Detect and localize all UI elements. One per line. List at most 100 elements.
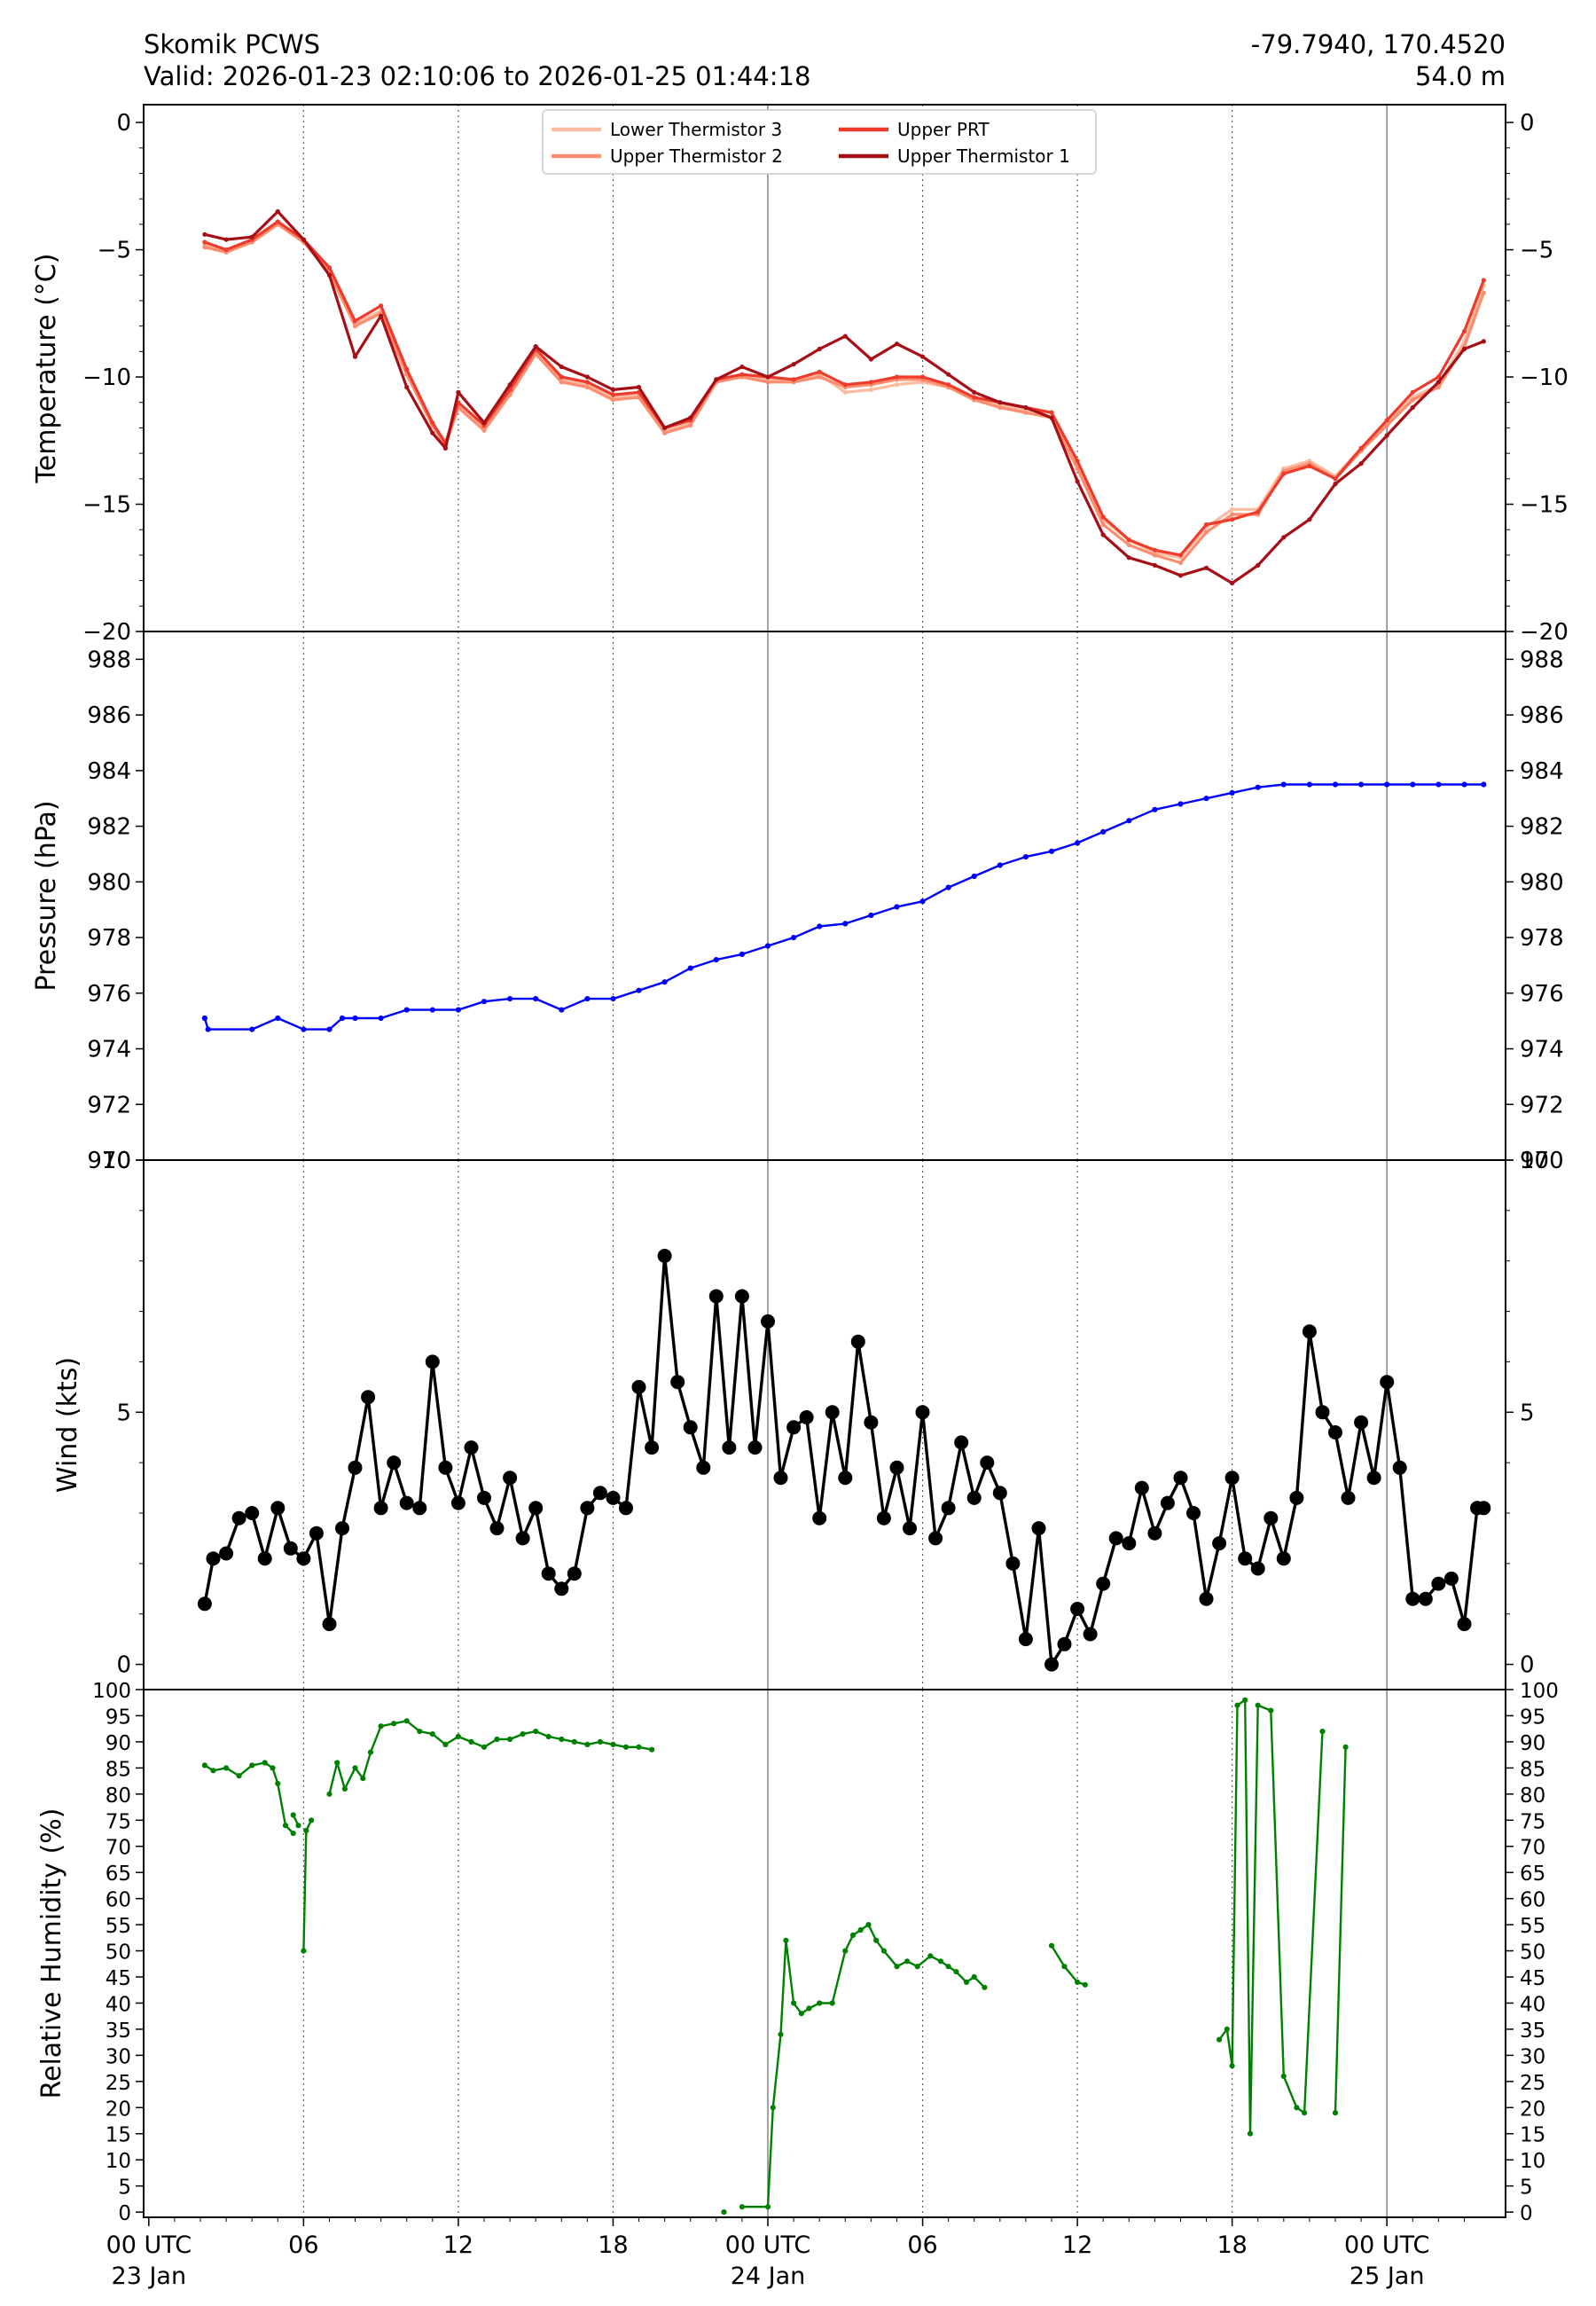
data-point [1238, 1551, 1253, 1566]
data-point [1255, 1702, 1261, 1708]
data-point [290, 1812, 296, 1818]
y-tick-label-right: 35 [1520, 2020, 1545, 2043]
data-point [205, 1026, 211, 1032]
data-point [567, 1566, 582, 1581]
data-point [379, 303, 384, 309]
data-point [963, 1979, 970, 1985]
data-point [1242, 1697, 1248, 1703]
y-tick-label-right: 0 [1520, 2202, 1533, 2225]
data-point [1126, 537, 1131, 543]
y-tick-label: 55 [106, 1915, 131, 1938]
data-point [721, 2209, 727, 2216]
data-point [971, 873, 977, 880]
data-point [894, 374, 900, 380]
y-axis-label: Wind (kts) [52, 1357, 83, 1493]
y-tick-label-right: 90 [1520, 1732, 1545, 1755]
y-tick-label-right: 45 [1520, 1967, 1545, 1990]
data-point [275, 219, 280, 224]
data-point [876, 1510, 891, 1526]
data-point [1061, 1964, 1068, 1970]
data-point [1203, 522, 1209, 528]
y-tick-label: 85 [106, 1758, 131, 1781]
data-point [430, 420, 435, 426]
data-point [1481, 781, 1487, 788]
data-point [507, 996, 513, 1002]
data-point [714, 377, 719, 382]
data-point [764, 943, 771, 949]
y-tick-label-right: −20 [1520, 619, 1569, 646]
data-point [1461, 346, 1467, 352]
data-point [301, 1026, 307, 1032]
data-point [636, 987, 642, 993]
data-point [1031, 1521, 1046, 1536]
data-point [1358, 781, 1365, 788]
data-point [367, 1749, 374, 1755]
data-point [1461, 781, 1467, 788]
data-point [296, 1551, 311, 1566]
y-tick-label: 986 [87, 702, 131, 729]
data-point [1358, 461, 1364, 467]
data-point [812, 1510, 827, 1526]
data-point [282, 1823, 289, 1829]
data-point [688, 423, 693, 428]
data-point [806, 2005, 812, 2012]
data-point [998, 404, 1003, 411]
y-tick-label-right: 5 [1520, 1400, 1535, 1426]
data-point [799, 1410, 814, 1424]
x-tick-label: 12 [1062, 2231, 1092, 2259]
data-point [941, 1501, 956, 1516]
data-point [352, 1015, 358, 1022]
data-point [1410, 389, 1415, 395]
x-tick-label: 00 UTC [106, 2231, 192, 2259]
data-point [404, 384, 410, 390]
y-tick-label-right: −5 [1520, 238, 1553, 264]
data-point [1410, 397, 1415, 403]
y-tick-label-right: −15 [1520, 492, 1569, 519]
data-point [904, 1958, 911, 1965]
data-point [1177, 801, 1184, 807]
data-point [1018, 1632, 1033, 1647]
y-tick-label: 0 [116, 110, 131, 137]
station-elevation: 54.0 m [1415, 61, 1506, 91]
data-point [842, 921, 849, 927]
y-tick-label: 65 [106, 1863, 131, 1886]
data-point [249, 1026, 255, 1032]
y-tick-label-right: 80 [1520, 1784, 1545, 1808]
data-point [610, 387, 616, 392]
y-tick-label: 15 [106, 2124, 131, 2147]
data-point [1100, 514, 1106, 520]
data-point [481, 420, 487, 426]
y-tick-label-right: 95 [1520, 1706, 1545, 1729]
data-point [326, 1791, 332, 1797]
data-point [1152, 553, 1157, 558]
data-point [894, 341, 900, 347]
data-point [1294, 2105, 1300, 2111]
data-point [817, 369, 822, 374]
data-point [1306, 781, 1312, 788]
data-point [1023, 410, 1029, 415]
data-point [503, 1471, 518, 1486]
data-point [842, 333, 848, 339]
data-point [322, 1617, 337, 1632]
data-point [1083, 1627, 1098, 1642]
y-tick-label: −5 [98, 238, 131, 264]
data-point [1203, 529, 1209, 535]
data-point [657, 1249, 672, 1263]
y-tick-label: −20 [82, 619, 131, 646]
data-point [533, 996, 539, 1002]
data-point [1048, 1942, 1055, 1949]
data-point [231, 1510, 246, 1526]
data-point [1075, 479, 1080, 484]
y-tick-label: 982 [87, 814, 131, 841]
panel-1: 970 970 972 972 974 974 976 976 978 978 980 980 982 9… [31, 631, 1564, 1174]
data-point [1048, 848, 1055, 854]
data-point [1307, 517, 1312, 522]
data-point [880, 1948, 888, 1954]
data-point [223, 1765, 230, 1771]
data-point [842, 1948, 849, 1954]
data-point [1229, 2063, 1235, 2069]
data-point [1096, 1576, 1111, 1591]
data-point [1302, 1324, 1317, 1339]
data-point [798, 2011, 804, 2017]
data-point [597, 1738, 604, 1745]
